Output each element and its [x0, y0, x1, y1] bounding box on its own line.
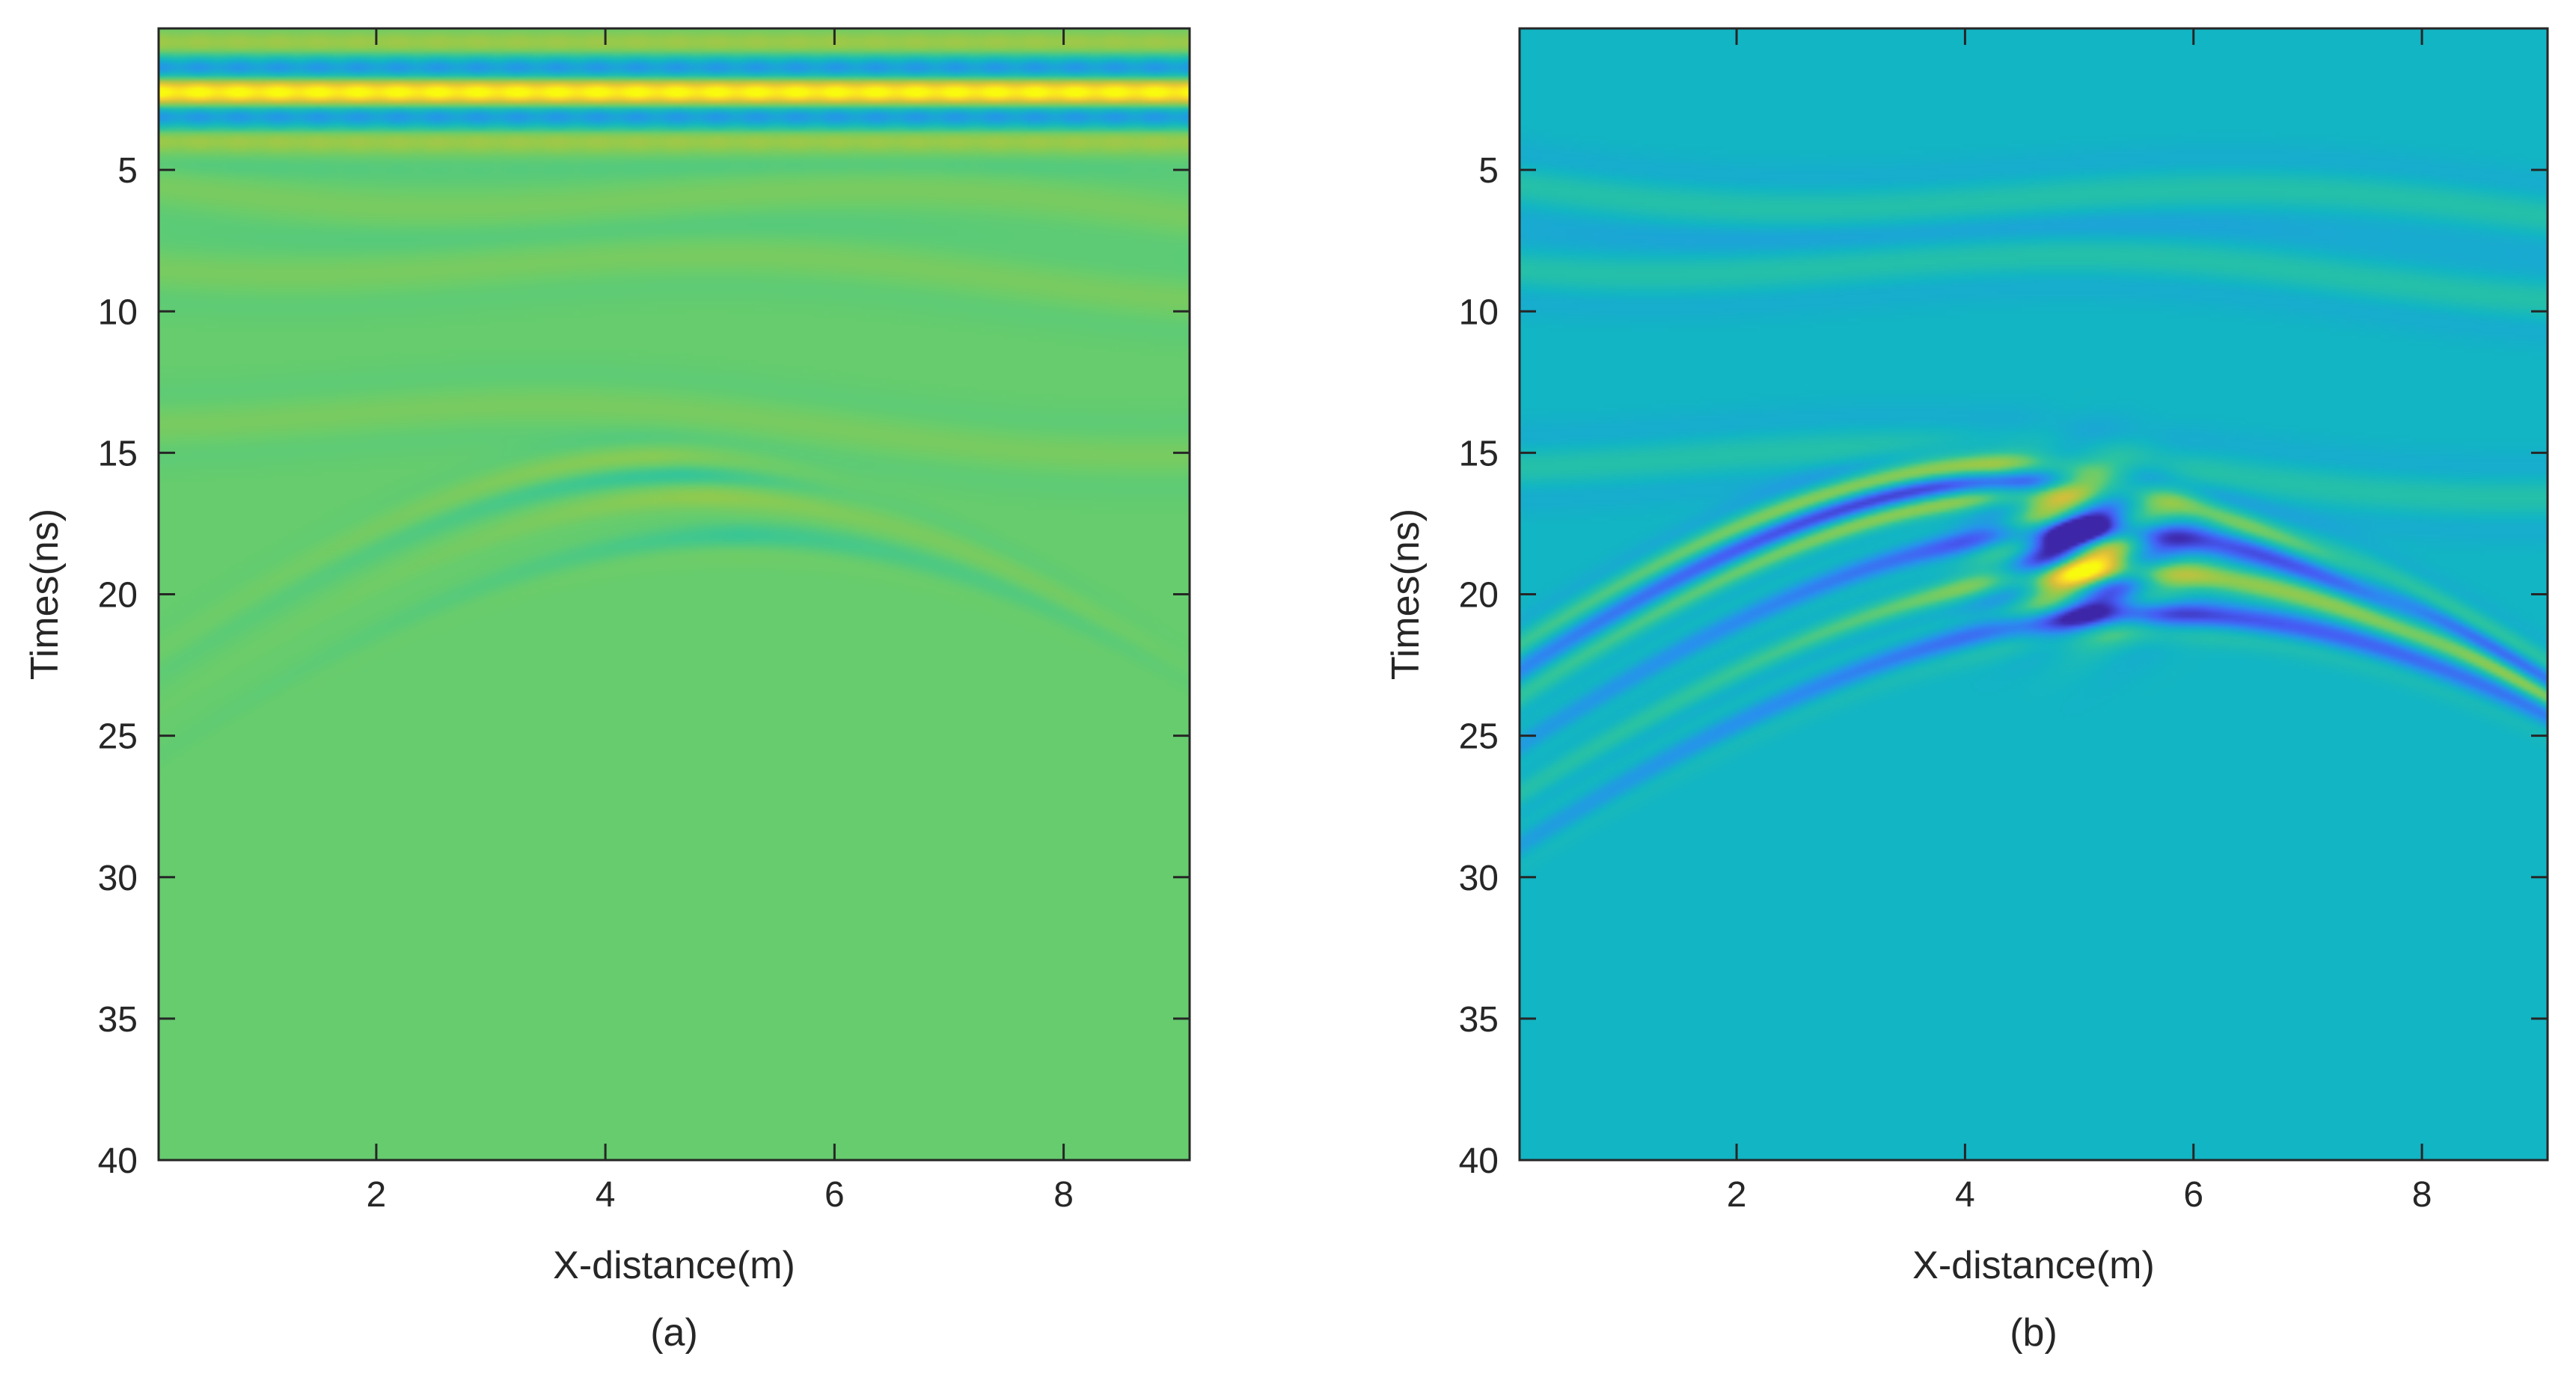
y-tick-label: 25 [1459, 717, 1499, 757]
x-axis-label-a: X-distance(m) [553, 1244, 795, 1287]
y-tick-label: 35 [98, 1000, 138, 1040]
y-tick-label: 30 [1459, 859, 1499, 898]
y-tick-label: 5 [1478, 151, 1499, 191]
y-tick-label: 10 [98, 292, 138, 332]
y-tick-label: 35 [1459, 1000, 1499, 1040]
panel-b: 2 4 6 8 5 10 15 20 25 30 35 40 X-distance(m) Times(… [1384, 27, 2549, 1355]
y-tick-label: 15 [98, 434, 138, 473]
y-tick-label: 25 [98, 717, 138, 757]
y-tick-label: 40 [98, 1141, 138, 1181]
y-tick-label: 20 [98, 576, 138, 616]
radargram-b-image [1520, 28, 2548, 1160]
y-tick-label: 15 [1459, 434, 1499, 473]
x-tick-label: 2 [1727, 1175, 1747, 1215]
tick-marks-b: 2 4 6 8 5 10 15 20 25 30 35 40 [1459, 28, 2548, 1215]
tick-marks-a: 2 4 6 8 5 10 15 20 25 30 35 40 [98, 28, 1190, 1215]
x-tick-label: 8 [1053, 1175, 1074, 1215]
x-axis-label-b: X-distance(m) [1912, 1244, 2155, 1287]
panel-a: 2 4 6 8 5 10 15 20 25 30 35 40 X-distance(m) Times(… [23, 27, 1191, 1355]
radargram-a-image [159, 28, 1190, 1160]
x-tick-label: 6 [2183, 1175, 2203, 1215]
panel-caption-a: (a) [650, 1311, 698, 1355]
y-tick-label: 10 [1459, 292, 1499, 332]
x-tick-label: 6 [824, 1175, 845, 1215]
y-tick-label: 20 [1459, 576, 1499, 616]
y-tick-label: 5 [117, 151, 138, 191]
x-tick-label: 4 [1955, 1175, 1975, 1215]
y-tick-label: 30 [98, 859, 138, 898]
y-axis-label-b: Times(ns) [1384, 509, 1428, 680]
x-tick-label: 8 [2412, 1175, 2432, 1215]
panel-caption-b: (b) [2010, 1311, 2058, 1355]
y-tick-label: 40 [1459, 1141, 1499, 1181]
x-tick-label: 4 [596, 1175, 616, 1215]
y-axis-label-a: Times(ns) [23, 509, 67, 680]
x-tick-label: 2 [367, 1175, 387, 1215]
